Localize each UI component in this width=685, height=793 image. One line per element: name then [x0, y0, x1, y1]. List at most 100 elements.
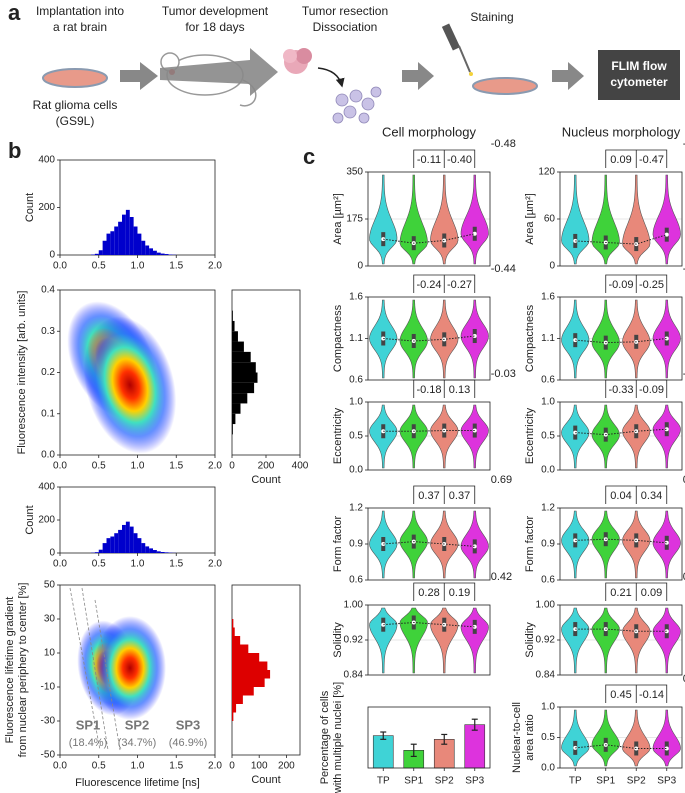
correlation: -0.27 [447, 279, 472, 291]
correlation: -0.40 [447, 154, 472, 166]
x-tick-label: TP [569, 776, 582, 787]
y-tick-label: 0.0 [541, 465, 555, 476]
histogram-bar [114, 533, 119, 553]
median-trend [575, 538, 667, 544]
y-tick-label: 200 [38, 202, 55, 213]
histogram-bar [133, 226, 138, 255]
axes-frame [367, 604, 491, 676]
y-tick-label: 0.5 [349, 431, 363, 442]
y-tick-label: 0.84 [344, 670, 364, 681]
y-tick-label: 120 [538, 167, 555, 178]
correlation: 0.09 [641, 587, 662, 599]
y-tick-label: -30 [41, 716, 56, 727]
violin [622, 174, 651, 265]
y-tick-label: 1.0 [349, 397, 363, 408]
axes-frame [367, 706, 491, 769]
histogram-bar [118, 221, 122, 255]
y-axis-label: Eccentricity [524, 407, 536, 464]
y-tick-label: 0.0 [41, 450, 55, 461]
y-axis-label: Solidity [524, 622, 536, 658]
label: Rat glioma cells [33, 98, 118, 112]
correlation: 0.69 [491, 474, 512, 486]
y-axis-label: Count [24, 505, 36, 534]
histogram-bar [153, 250, 157, 255]
content: a Implantation into a rat brain Tumor devel… [4, 0, 685, 793]
violin [652, 174, 681, 265]
y-tick-label: 10 [44, 648, 56, 659]
axes-frame [559, 604, 683, 676]
y-axis-label: Compactness [524, 304, 536, 372]
x-tick-label: SP1 [596, 776, 615, 787]
median-dot [472, 544, 477, 549]
violin [622, 607, 651, 674]
histogram-bar [98, 549, 103, 553]
y-tick-label: 0.4 [41, 285, 55, 296]
histogram-bar [145, 245, 150, 255]
histogram-bar [232, 372, 258, 383]
y-tick-label: 0.5 [541, 431, 555, 442]
axes-frame [367, 401, 491, 471]
x-tick-label: 1.0 [131, 761, 145, 772]
y-tick-label: 0.9 [541, 539, 555, 550]
y-tick-label: 200 [38, 515, 55, 526]
x-tick-label: SP2 [435, 776, 454, 787]
histogram-bar [106, 233, 111, 255]
histogram-bar [232, 644, 249, 653]
x-tick-label: 0.5 [92, 559, 106, 570]
violin [652, 404, 681, 469]
histogram-bar [149, 248, 153, 255]
label: Tumor development [162, 4, 269, 18]
histogram-bar [149, 548, 153, 553]
violin [591, 174, 620, 265]
x-tick-label: 1.0 [131, 261, 145, 272]
histogram-bar [232, 636, 241, 645]
median-trend [383, 541, 475, 547]
correlation: 0.04 [610, 490, 631, 502]
correlation: -0.25 [639, 279, 664, 291]
gate-line [81, 587, 109, 751]
y-tick-label: 50 [44, 580, 56, 591]
axes-frame [559, 706, 683, 769]
x-tick-label: 1.5 [169, 261, 183, 272]
violin [622, 709, 651, 767]
y-axis-label: Compactness [332, 304, 344, 372]
y-tick-label: 0 [357, 261, 363, 272]
histogram-bar [122, 214, 126, 255]
histogram-bar [118, 529, 122, 553]
y-tick-label: 0.1 [41, 408, 55, 419]
gate-line [69, 587, 101, 751]
x-tick-label: 1.5 [169, 559, 183, 570]
label: Tumor resection [302, 4, 388, 18]
histogram-bar [232, 670, 271, 679]
y-tick-label: 30 [44, 614, 56, 625]
correlation: -0.09 [639, 384, 664, 396]
histogram-bar [232, 704, 237, 713]
histogram-bar [164, 552, 169, 553]
axes-frame [559, 507, 683, 581]
y-axis-label: from nuclear periphery to center [%] [17, 583, 29, 758]
histogram-bar [133, 533, 138, 553]
histogram-bar [110, 536, 115, 553]
y-tick-label: 0.92 [536, 635, 556, 646]
histogram-bar [102, 240, 107, 255]
y-tick-label: 0.2 [41, 367, 55, 378]
violin [399, 607, 428, 674]
x-tick-label: 0.5 [92, 261, 106, 272]
pipette [441, 23, 473, 76]
x-axis-label: Count [251, 474, 280, 486]
histogram-bar [160, 253, 165, 255]
y-tick-label: 175 [346, 214, 363, 225]
correlation: -0.18 [416, 384, 441, 396]
panel-a-art [42, 23, 680, 124]
y-tick-label: 0.6 [349, 575, 363, 586]
correlation: 0.34 [641, 490, 662, 502]
x-axis-label: Fluorescence lifetime [ns] [75, 777, 200, 789]
label: a rat brain [53, 20, 107, 34]
x-tick-label: 0 [229, 461, 235, 472]
histogram-bar [114, 226, 119, 255]
x-tick-label: 2.0 [208, 559, 222, 570]
histogram-bar [145, 546, 150, 553]
subpopulation-name: SP1 [76, 717, 101, 732]
correlation: 0.28 [418, 587, 439, 599]
median-dot [664, 629, 669, 634]
